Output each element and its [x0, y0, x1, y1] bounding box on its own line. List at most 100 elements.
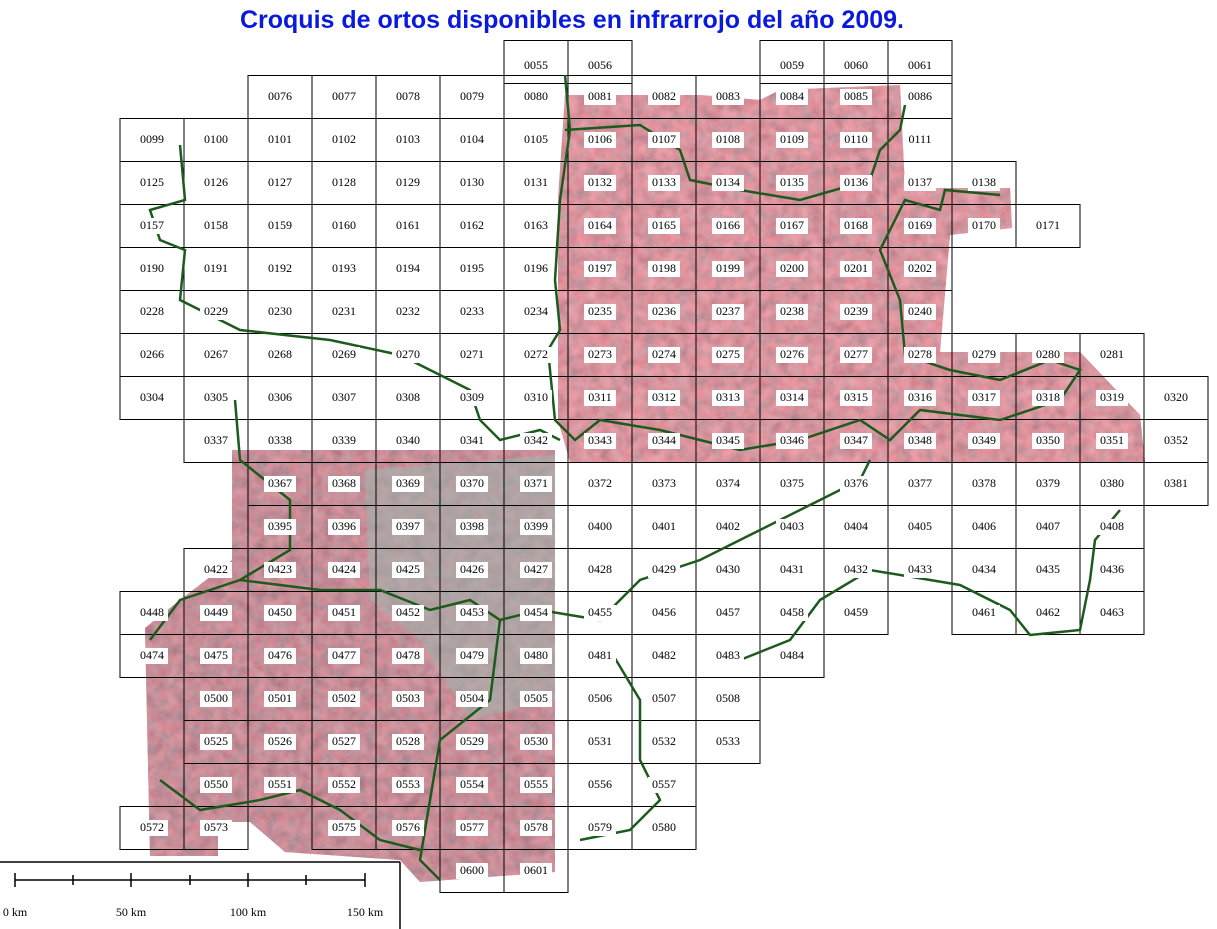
- sheet-label: 0159: [268, 218, 292, 232]
- sheet-label: 0580: [652, 820, 676, 834]
- sheet-label: 0339: [332, 433, 356, 447]
- sheet-label: 0458: [780, 605, 804, 619]
- label-background: [968, 175, 1000, 191]
- label-background: [1032, 562, 1064, 578]
- sheet-label: 0108: [716, 132, 740, 146]
- label-background: [648, 175, 680, 191]
- sheet-label: 0085: [844, 89, 868, 103]
- sheet-label: 0133: [652, 175, 676, 189]
- sheet-label: 0138: [972, 175, 996, 189]
- label-background: [904, 562, 936, 578]
- sheet-label: 0171: [1036, 218, 1060, 232]
- label-background: [968, 519, 1000, 535]
- label-background: [648, 304, 680, 320]
- label-background: [904, 218, 936, 234]
- label-background: [840, 218, 872, 234]
- label-background: [1032, 605, 1064, 621]
- sheet-label: 0161: [396, 218, 420, 232]
- sheet-label: 0448: [140, 605, 164, 619]
- sheet-cell: [567, 40, 633, 84]
- sheet-label: 0233: [460, 304, 484, 318]
- label-background: [520, 261, 552, 277]
- label-background: [840, 261, 872, 277]
- sheet-label: 0099: [140, 132, 164, 146]
- sheet-label: 0273: [588, 347, 612, 361]
- sheet-label: 0304: [140, 390, 164, 404]
- sheet-label: 0307: [332, 390, 356, 404]
- label-background: [584, 691, 616, 707]
- sheet-label: 0428: [588, 562, 612, 576]
- sheet-label: 0500: [204, 691, 228, 705]
- sheet-label: 0483: [716, 648, 740, 662]
- label-background: [840, 347, 872, 363]
- label-background: [648, 777, 680, 793]
- label-background: [648, 691, 680, 707]
- label-background: [712, 132, 744, 148]
- label-background: [520, 476, 552, 492]
- sheet-labels: 0055 0056 0059 0060 0061 0076 0077 0078 0079 0080…: [136, 58, 1192, 879]
- label-background: [648, 605, 680, 621]
- label-background: [840, 562, 872, 578]
- label-background: [456, 519, 488, 535]
- label-background: [392, 734, 424, 750]
- sheet-label: 0455: [588, 605, 612, 619]
- sheet-label: 0103: [396, 132, 420, 146]
- label-background: [968, 218, 1000, 234]
- sheet-label: 0236: [652, 304, 676, 318]
- label-background: [648, 648, 680, 664]
- label-background: [392, 218, 424, 234]
- label-background: [136, 304, 168, 320]
- label-background: [712, 519, 744, 535]
- sheet-label: 0463: [1100, 605, 1124, 619]
- sheet-label: 0105: [524, 132, 548, 146]
- label-background: [584, 218, 616, 234]
- label-background: [200, 734, 232, 750]
- label-background: [264, 304, 296, 320]
- sheet-label: 0431: [780, 562, 804, 576]
- label-background: [968, 562, 1000, 578]
- label-background: [1160, 433, 1192, 449]
- label-background: [392, 89, 424, 105]
- label-background: [712, 89, 744, 105]
- label-background: [264, 89, 296, 105]
- sheet-label: 0553: [396, 777, 420, 791]
- label-background: [200, 605, 232, 621]
- sheet-label: 0192: [268, 261, 292, 275]
- sheet-cell: [1079, 591, 1145, 635]
- sheet-label: 0578: [524, 820, 548, 834]
- sheet-label: 0271: [460, 347, 484, 361]
- sheet-label: 0551: [268, 777, 292, 791]
- label-background: [776, 218, 808, 234]
- label-background: [136, 347, 168, 363]
- sheet-label: 0160: [332, 218, 356, 232]
- sheet-label: 0238: [780, 304, 804, 318]
- sheet-label: 0422: [204, 562, 228, 576]
- scale-label: 150 km: [347, 905, 384, 919]
- label-background: [520, 390, 552, 406]
- label-background: [584, 304, 616, 320]
- label-background: [392, 820, 424, 836]
- sheet-label: 0525: [204, 734, 228, 748]
- sheet-label: 0408: [1100, 519, 1124, 533]
- label-background: [264, 734, 296, 750]
- label-background: [648, 433, 680, 449]
- sheet-label: 0378: [972, 476, 996, 490]
- label-background: [840, 605, 872, 621]
- label-background: [328, 605, 360, 621]
- label-background: [456, 863, 488, 879]
- sheet-label: 0135: [780, 175, 804, 189]
- label-background: [520, 89, 552, 105]
- label-background: [584, 89, 616, 105]
- sheet-label: 0234: [524, 304, 548, 318]
- label-background: [584, 648, 616, 664]
- sheet-label: 0526: [268, 734, 292, 748]
- label-background: [456, 304, 488, 320]
- label-background: [456, 777, 488, 793]
- label-background: [584, 734, 616, 750]
- sheet-label: 0228: [140, 304, 164, 318]
- label-background: [584, 476, 616, 492]
- label-background: [584, 58, 616, 74]
- sheet-label: 0194: [396, 261, 420, 275]
- sheet-label: 0106: [588, 132, 612, 146]
- label-background: [1096, 476, 1128, 492]
